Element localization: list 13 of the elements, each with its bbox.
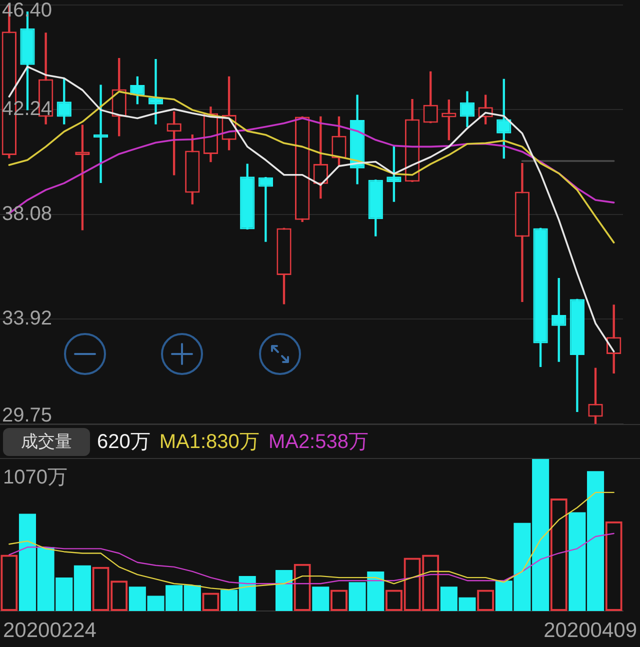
chart-title: 成交量 bbox=[21, 431, 72, 453]
bar bbox=[312, 586, 330, 611]
bar bbox=[275, 570, 293, 611]
text: MA2:538万 bbox=[268, 430, 368, 455]
text: 620万 bbox=[97, 430, 150, 455]
text: 20200224 bbox=[3, 618, 97, 642]
y-tick-label: 38.08 bbox=[2, 202, 52, 225]
text: 20200409 bbox=[544, 618, 637, 642]
y-tick-label: 29.75 bbox=[2, 404, 52, 427]
button: 成交量 bbox=[3, 428, 90, 456]
text: MA1:830万 bbox=[159, 430, 260, 455]
y-tick-label: 33.92 bbox=[2, 308, 52, 330]
annotation: 1070万 bbox=[3, 466, 68, 489]
